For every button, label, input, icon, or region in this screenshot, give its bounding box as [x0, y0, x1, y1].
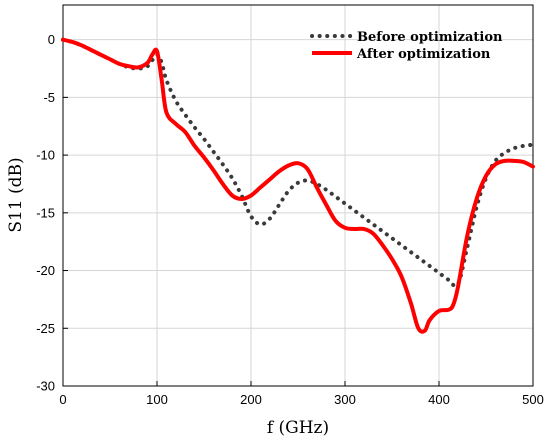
series-line-before-optimization — [61, 37, 535, 289]
y-tick-label: -25 — [36, 321, 55, 336]
y-tick-label: -30 — [36, 379, 55, 394]
x-tick-label: 100 — [146, 392, 168, 407]
y-tick-label: -20 — [36, 263, 55, 278]
legend-label-after: After optimization — [356, 47, 491, 62]
series-line-after-optimization — [61, 37, 535, 334]
legend-label-before: Before optimization — [357, 30, 503, 45]
x-tick-label: 500 — [522, 392, 544, 407]
y-tick-label: -10 — [36, 148, 55, 163]
legend: Before optimization After optimization — [310, 30, 503, 62]
grid — [63, 5, 533, 387]
x-tick-label: 300 — [334, 392, 356, 407]
plot-frame — [62, 4, 534, 387]
y-axis-title: S11 (dB) — [6, 157, 26, 232]
series-lines — [61, 37, 535, 334]
x-tick-label: 0 — [59, 392, 66, 407]
axis-ticks: 0 100 200 300 400 500 0 -5 -10 -15 -20 -25 -30 — [36, 32, 544, 407]
y-tick-label: 0 — [48, 32, 55, 47]
x-axis-title: f (GHz) — [267, 418, 329, 438]
y-tick-label: -5 — [43, 90, 55, 105]
x-tick-label: 200 — [240, 392, 262, 407]
y-tick-label: -15 — [36, 205, 55, 220]
x-tick-label: 400 — [428, 392, 450, 407]
